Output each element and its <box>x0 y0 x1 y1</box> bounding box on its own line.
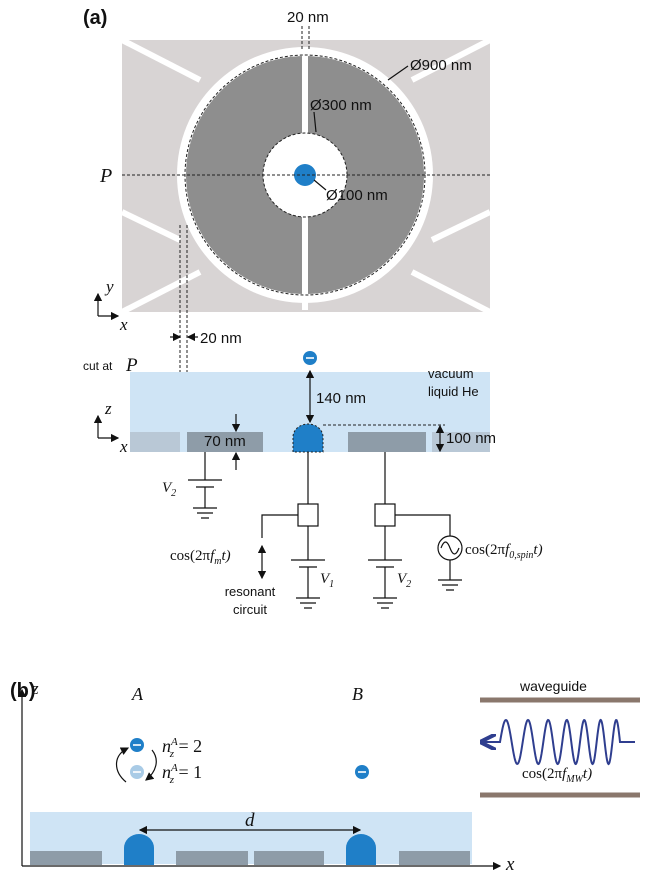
circuit-label: resonant <box>225 584 276 599</box>
axis-label: x <box>505 854 515 875</box>
gap-label: 20 nm <box>287 9 329 26</box>
signal-label: cos(2πf0,spint) <box>465 542 543 561</box>
electrode <box>176 851 248 865</box>
diameter-label: Ø300 nm <box>310 97 372 114</box>
waveguide-label: waveguide <box>519 678 587 694</box>
electrode <box>348 432 426 452</box>
spacing-label: d <box>245 810 255 831</box>
cut-text: cut at <box>83 359 113 373</box>
axis-label: y <box>104 277 114 296</box>
region-label: liquid He <box>428 384 479 399</box>
voltage-label: V2 <box>397 571 411 590</box>
transition-arrow <box>146 750 156 780</box>
center-electrode <box>293 424 323 452</box>
electrode <box>30 851 102 865</box>
ac-symbol <box>441 542 459 554</box>
axis-label: x <box>119 315 128 334</box>
site-label: A <box>131 684 144 704</box>
left-source <box>188 452 222 518</box>
electrode <box>399 851 470 865</box>
dome-electrode <box>346 834 376 865</box>
diameter-label: Ø100 nm <box>326 187 388 204</box>
site-label: B <box>352 684 363 704</box>
microwave <box>482 720 635 764</box>
axis-label: z <box>104 399 112 418</box>
electrode <box>130 432 180 452</box>
electrode <box>254 851 324 865</box>
signal-label: cos(2πfmt) <box>170 548 231 567</box>
axis-label: z <box>31 679 39 698</box>
bias-tee <box>298 504 318 526</box>
figure: (a) 20 nm Ø900 nm Ø300 nm Ø100 nm P y x … <box>0 0 655 878</box>
bias-tee <box>375 504 395 526</box>
dome-height-label: 100 nm <box>446 430 496 447</box>
voltage-label: V1 <box>320 571 334 590</box>
thickness-label: 70 nm <box>204 433 246 450</box>
axis-label: x <box>119 437 128 456</box>
dome-electrode <box>124 834 154 865</box>
circuit-label: circuit <box>233 602 267 617</box>
panel-label: (a) <box>83 7 107 29</box>
microwave-label: cos(2πfMWt) <box>522 766 592 785</box>
gap-label: 20 nm <box>200 330 242 347</box>
cut-label: P <box>99 165 112 187</box>
transition-arrow <box>117 748 129 782</box>
diameter-label: Ø900 nm <box>410 57 472 74</box>
readout-wire <box>262 515 298 538</box>
region-label: vacuum <box>428 366 474 381</box>
height-label: 140 nm <box>316 390 366 407</box>
voltage-label: V2 <box>162 480 176 499</box>
